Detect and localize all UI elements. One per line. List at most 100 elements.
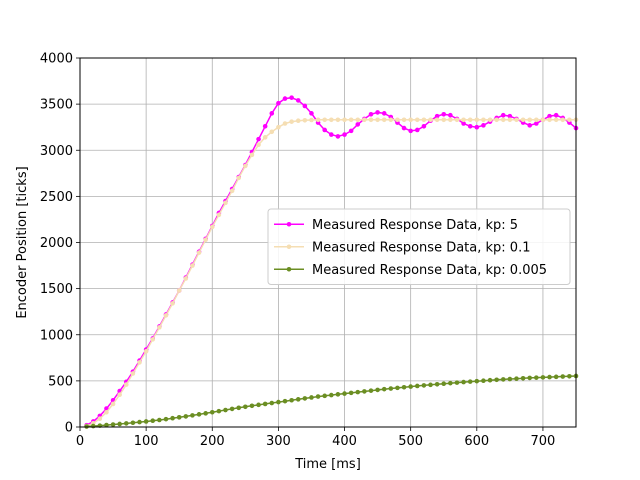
data-point: [203, 237, 208, 243]
data-point: [137, 419, 142, 425]
legend-box: [267, 208, 571, 285]
data-point: [421, 117, 427, 123]
data-point: [507, 376, 513, 382]
data-point: [487, 377, 493, 383]
x-tick-label: 500: [398, 434, 423, 449]
data-point: [368, 111, 374, 117]
data-point: [474, 378, 480, 384]
data-point: [150, 337, 156, 342]
legend-swatch-marker: [286, 266, 292, 272]
data-point: [461, 379, 466, 385]
data-point: [342, 391, 347, 396]
data-point: [467, 379, 473, 384]
data-point: [190, 263, 195, 268]
data-point: [355, 117, 361, 123]
data-point: [348, 390, 354, 396]
data-point: [269, 111, 275, 116]
data-point: [355, 389, 361, 395]
data-point: [481, 117, 486, 123]
data-point: [104, 422, 109, 428]
data-point: [500, 117, 506, 123]
data-point: [282, 398, 288, 404]
data-point: [540, 375, 546, 380]
y-tick-label: 3000: [40, 144, 73, 159]
data-point: [329, 132, 334, 137]
data-point: [375, 387, 380, 393]
data-point: [434, 113, 440, 119]
data-point: [196, 250, 202, 255]
data-point: [527, 123, 533, 128]
y-tick-label: 2000: [40, 236, 73, 251]
data-point: [289, 397, 294, 403]
data-point: [176, 415, 182, 420]
data-point: [256, 402, 261, 408]
data-point: [282, 121, 288, 126]
data-point: [117, 392, 122, 398]
data-point: [547, 374, 552, 380]
data-point: [269, 129, 275, 135]
data-point: [110, 422, 116, 427]
x-tick-label: 0: [76, 434, 84, 449]
data-point: [302, 117, 308, 123]
data-point: [170, 301, 175, 306]
data-point: [143, 349, 149, 354]
data-point: [157, 325, 162, 330]
data-point: [534, 375, 539, 380]
legend-item: Measured Response Data, kp: 0.005: [274, 263, 547, 278]
data-point: [368, 388, 374, 393]
data-point: [448, 112, 453, 118]
data-point: [236, 405, 242, 411]
data-point: [494, 117, 499, 123]
data-point: [150, 418, 156, 424]
data-point: [295, 118, 301, 124]
data-point: [547, 117, 552, 123]
data-point: [408, 128, 413, 134]
data-point: [289, 119, 294, 124]
data-point: [209, 409, 215, 415]
data-point: [203, 411, 208, 416]
data-point: [348, 117, 354, 123]
data-point: [196, 412, 202, 417]
data-point: [243, 163, 248, 169]
data-point: [401, 117, 407, 123]
data-point: [123, 421, 129, 426]
data-point: [560, 117, 566, 123]
data-point: [335, 117, 341, 123]
data-point: [401, 384, 407, 390]
data-point: [295, 98, 301, 103]
data-point: [494, 377, 499, 383]
data-point: [388, 386, 394, 391]
data-point: [560, 374, 566, 379]
data-point: [309, 117, 314, 123]
data-point: [289, 95, 294, 100]
data-point: [553, 112, 559, 118]
data-point: [481, 123, 486, 128]
data-point: [362, 117, 367, 123]
data-point: [223, 200, 228, 206]
data-point: [500, 112, 506, 118]
x-axis-label: Time [ms]: [294, 457, 361, 472]
data-point: [441, 381, 447, 387]
data-point: [408, 384, 413, 389]
legend-label: Measured Response Data, kp: 5: [312, 218, 518, 233]
data-point: [295, 397, 301, 402]
y-tick-label: 2500: [40, 190, 73, 205]
series-layer: [84, 95, 579, 429]
data-point: [315, 117, 321, 123]
data-point: [302, 103, 308, 109]
data-point: [190, 413, 195, 418]
data-point: [507, 113, 513, 119]
data-point: [567, 373, 572, 379]
data-point: [487, 117, 493, 123]
data-point: [123, 382, 129, 387]
data-point: [375, 110, 380, 115]
data-point: [262, 401, 268, 407]
data-point: [428, 117, 433, 123]
data-point: [329, 117, 334, 123]
data-point: [117, 421, 122, 427]
data-point: [534, 121, 539, 126]
data-point: [421, 123, 427, 129]
data-point: [223, 407, 228, 413]
legend-swatch-marker: [286, 244, 292, 250]
